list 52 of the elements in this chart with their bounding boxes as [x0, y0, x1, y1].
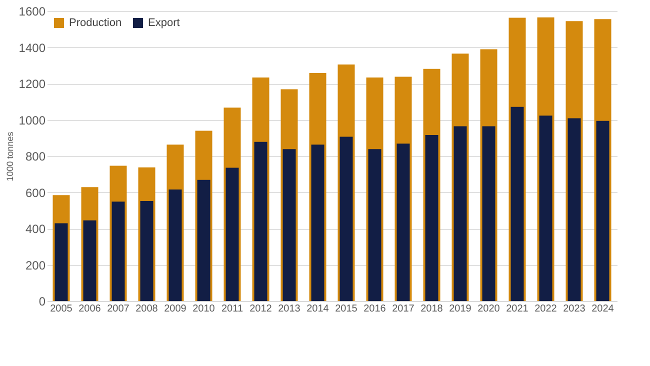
y-tick-label: 1400 — [18, 40, 46, 55]
legend-label: Export — [148, 17, 180, 29]
x-tick-label: 2006 — [78, 304, 102, 314]
bar — [368, 149, 382, 301]
bar — [197, 180, 210, 301]
bar — [596, 120, 610, 301]
bar — [112, 202, 125, 301]
bar — [254, 142, 268, 301]
bar — [226, 168, 239, 301]
x-tick-label: 2024 — [592, 304, 614, 314]
x-tick-label: 2018 — [420, 304, 444, 314]
bar — [83, 220, 96, 301]
x-tick-label: 2011 — [221, 304, 244, 314]
x-tick-label: 2010 — [192, 304, 216, 314]
x-tick-label: 2016 — [364, 304, 386, 314]
x-tick-label: 2019 — [449, 304, 472, 314]
y-tick-label: 400 — [25, 222, 46, 236]
bar — [282, 149, 296, 301]
y-axis-title: 1000 tonnes — [4, 131, 15, 182]
y-tick-label: 1000 — [18, 113, 46, 128]
x-tick-label: 2012 — [250, 304, 272, 314]
x-tick-label: 2005 — [50, 304, 73, 314]
bar — [396, 144, 410, 301]
x-tick-label: 2008 — [136, 304, 158, 314]
bar — [539, 116, 552, 301]
bar — [454, 126, 467, 301]
x-tick-label: 2023 — [563, 304, 586, 314]
legend-label: Production — [69, 17, 122, 29]
bar — [140, 200, 154, 301]
x-tick-label: 2017 — [392, 304, 415, 314]
bar — [340, 136, 353, 301]
x-tick-label: 2013 — [278, 304, 301, 314]
y-tick-label: 1200 — [18, 77, 46, 91]
bar — [168, 190, 182, 301]
bar — [425, 134, 438, 301]
bar — [482, 126, 496, 301]
bar — [54, 223, 68, 301]
y-tick-label: 0 — [38, 294, 46, 308]
bar — [311, 144, 324, 301]
y-tick-label: 600 — [25, 186, 46, 200]
x-tick-label: 2021 — [506, 304, 529, 314]
x-tick-label: 2007 — [107, 304, 130, 314]
y-tick-label: 200 — [25, 258, 46, 272]
bar — [510, 106, 524, 301]
bar — [568, 118, 581, 301]
y-tick-label: 800 — [25, 150, 46, 164]
x-tick-label: 2009 — [164, 304, 187, 314]
x-tick-label: 2015 — [335, 304, 358, 314]
x-tick-label: 2022 — [534, 304, 558, 314]
y-tick-label: 1600 — [18, 4, 46, 18]
x-tick-label: 2014 — [306, 304, 330, 314]
x-tick-label: 2020 — [478, 304, 500, 314]
